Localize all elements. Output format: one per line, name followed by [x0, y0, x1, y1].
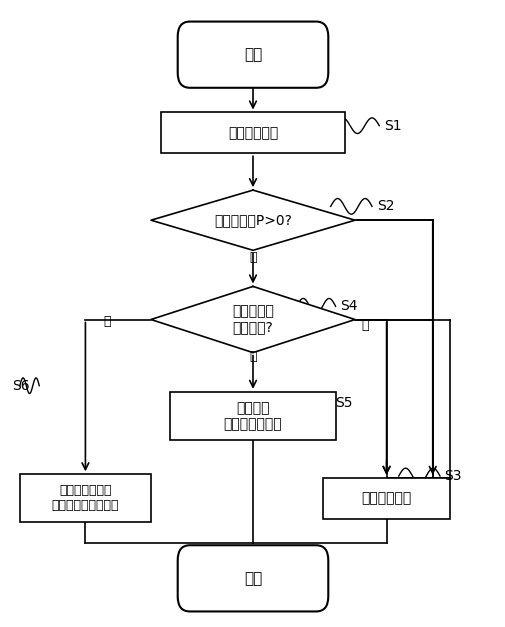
Bar: [170, 392, 335, 440]
Text: 结束: 结束: [243, 571, 262, 586]
Bar: [323, 478, 449, 519]
Text: S4: S4: [340, 299, 357, 314]
Text: 波动是否为
高频波动?: 波动是否为 高频波动?: [232, 305, 273, 335]
Text: S5: S5: [335, 396, 352, 409]
Text: 是: 是: [249, 251, 256, 263]
Text: 开始: 开始: [243, 47, 262, 62]
Text: 电网出现波动: 电网出现波动: [227, 126, 278, 140]
Polygon shape: [150, 287, 355, 352]
Text: S2: S2: [376, 199, 393, 213]
Bar: [161, 112, 344, 154]
FancyBboxPatch shape: [177, 21, 328, 88]
Text: 检测净负荷P>0?: 检测净负荷P>0?: [214, 213, 291, 227]
Text: 否: 否: [361, 319, 368, 332]
Text: 启动燃机并根据
净负荷调整燃机出力: 启动燃机并根据 净负荷调整燃机出力: [52, 484, 119, 512]
Text: 储能电池充电: 储能电池充电: [361, 492, 411, 505]
Text: S6: S6: [13, 379, 30, 393]
Text: 储能电池
放电补偿净负荷: 储能电池 放电补偿净负荷: [223, 401, 282, 431]
Bar: [20, 474, 150, 522]
Text: 是: 是: [249, 350, 256, 363]
FancyBboxPatch shape: [177, 545, 328, 611]
Text: 否: 否: [104, 315, 111, 328]
Text: S3: S3: [443, 469, 461, 483]
Polygon shape: [150, 190, 355, 250]
Text: S1: S1: [383, 119, 401, 133]
